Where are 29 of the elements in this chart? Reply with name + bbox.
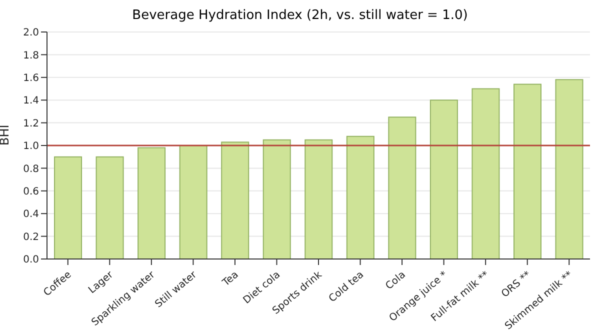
bar (96, 156, 124, 259)
y-tick-label: 0.6 (23, 186, 39, 198)
y-tick-label: 2.0 (23, 28, 39, 39)
bar (54, 156, 82, 259)
chart-title: Beverage Hydration Index (2h, vs. still water = 1.0) (131, 8, 469, 23)
y-tick-label: 0.2 (23, 232, 39, 243)
bar (430, 100, 458, 259)
bar (138, 147, 166, 259)
bar (388, 116, 416, 259)
bar (555, 79, 584, 259)
y-axis-title: BHI (0, 124, 12, 146)
bar (304, 139, 333, 259)
bar (346, 136, 374, 259)
y-tick-label: 0.8 (23, 164, 39, 175)
x-tick-label: Tea (220, 269, 241, 290)
y-tick-label: 1.2 (23, 118, 39, 130)
bar (221, 142, 250, 259)
y-tick-label: 1.0 (23, 141, 39, 152)
x-tick-label: ORS ** (500, 269, 534, 300)
bar (513, 84, 542, 259)
bar (179, 145, 208, 259)
x-tick-label: Cola (384, 269, 408, 292)
bar (262, 139, 291, 259)
y-tick-label: 1.6 (23, 72, 39, 84)
y-tick-label: 0.0 (23, 254, 39, 266)
y-tick-label: 1.4 (23, 96, 39, 107)
bar (472, 88, 500, 259)
y-tick-label: 1.8 (23, 50, 39, 62)
y-tick-label: 0.4 (23, 209, 39, 220)
